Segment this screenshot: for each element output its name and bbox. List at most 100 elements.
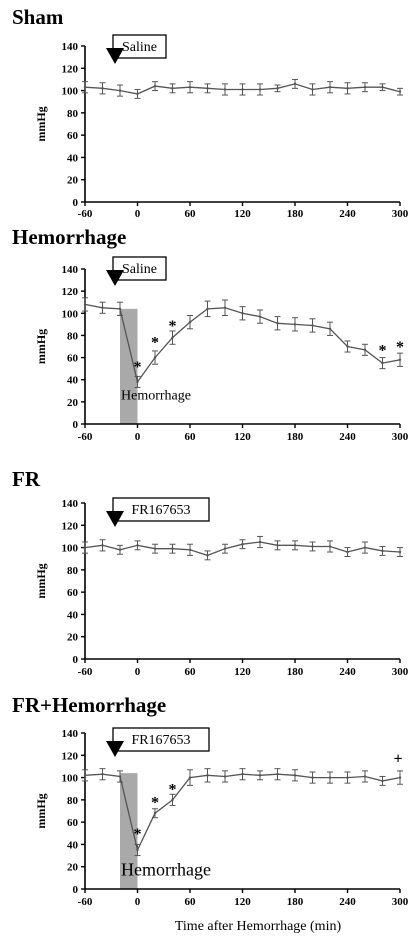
data-point <box>311 545 314 548</box>
y-axis-label: mmHg <box>34 329 48 364</box>
x-tick-label: 240 <box>339 208 356 220</box>
data-point <box>381 779 384 783</box>
data-point <box>293 774 297 777</box>
y-tick-label: 0 <box>73 197 79 209</box>
data-point <box>328 776 332 779</box>
data-point <box>171 336 174 339</box>
y-axis-label: mmHg <box>34 563 48 598</box>
data-point <box>276 322 279 325</box>
data-point <box>153 547 157 550</box>
data-point <box>153 812 157 815</box>
data-point <box>188 548 192 551</box>
data-point <box>381 549 384 553</box>
data-point <box>398 358 402 361</box>
x-axis-title: Time after Hemorrhage (min) <box>175 919 342 934</box>
data-point <box>101 544 104 547</box>
data-point <box>223 775 227 778</box>
y-tick-label: 120 <box>62 520 79 532</box>
data-point <box>346 345 349 348</box>
x-tick-label: 180 <box>287 666 304 678</box>
data-point <box>136 380 139 384</box>
x-tick-label: 300 <box>392 896 409 908</box>
significance-star: * <box>134 826 142 843</box>
significance-star: * <box>379 342 387 359</box>
data-point <box>83 303 87 306</box>
data-point <box>153 84 157 88</box>
x-tick-label: -60 <box>78 666 93 678</box>
y-tick-label: 60 <box>67 817 79 829</box>
injection-arrow <box>106 511 124 527</box>
data-point <box>223 306 227 309</box>
significance-star: * <box>169 318 177 335</box>
x-tick-label: 60 <box>185 666 197 678</box>
data-point <box>293 82 297 86</box>
y-tick-label: 60 <box>67 587 79 599</box>
data-point <box>346 776 349 779</box>
y-tick-label: 0 <box>73 884 79 896</box>
data-point <box>328 86 332 89</box>
significance-star: * <box>151 795 159 812</box>
data-point <box>118 89 122 92</box>
data-point <box>293 323 297 326</box>
hemorrhage-label: Hemorrhage <box>121 860 211 880</box>
data-point <box>206 774 209 777</box>
y-tick-label: 120 <box>62 63 79 75</box>
y-tick-label: 140 <box>62 498 79 510</box>
significance-star: * <box>151 335 159 352</box>
y-tick-label: 40 <box>67 375 79 387</box>
annotation-box <box>112 727 210 752</box>
data-point <box>118 307 122 311</box>
data-point <box>83 86 87 89</box>
x-tick-label: 120 <box>234 431 251 443</box>
data-point <box>363 775 367 778</box>
hemorrhage-label: Hemorrhage <box>121 389 191 404</box>
data-point <box>328 327 332 330</box>
data-point <box>241 543 244 546</box>
data-point <box>276 87 279 90</box>
injection-arrow <box>106 741 124 757</box>
data-point <box>311 88 314 91</box>
y-tick-label: 20 <box>67 175 79 187</box>
data-point <box>223 88 227 91</box>
annotation-label: Saline <box>122 40 157 55</box>
y-axis-label: mmHg <box>34 106 48 141</box>
y-tick-label: 100 <box>62 543 79 555</box>
data-point <box>171 798 174 802</box>
significance-star: * <box>396 339 404 356</box>
significance-star: * <box>134 359 142 376</box>
data-point <box>206 554 209 557</box>
data-point <box>83 546 87 549</box>
hemorrhage-shaded-bar <box>120 308 138 424</box>
data-point <box>328 545 332 548</box>
data-point <box>206 307 209 311</box>
data-point <box>276 773 279 776</box>
data-point <box>398 550 402 554</box>
x-tick-label: -60 <box>78 431 93 443</box>
annotation-label: FR167653 <box>131 733 190 748</box>
y-tick-label: 20 <box>67 397 79 409</box>
data-point <box>241 88 244 91</box>
y-tick-label: 80 <box>67 330 79 342</box>
significance-cross: + <box>393 751 402 768</box>
data-point <box>101 87 104 90</box>
annotation-label: Saline <box>122 262 157 277</box>
x-tick-label: 240 <box>339 431 356 443</box>
data-point <box>171 547 174 550</box>
data-point <box>258 540 262 544</box>
data-point <box>136 544 139 547</box>
x-tick-label: 0 <box>135 431 141 443</box>
annotation-box <box>112 497 210 522</box>
data-point <box>136 92 139 96</box>
data-point <box>363 348 367 352</box>
x-tick-label: 0 <box>135 896 141 908</box>
data-point <box>223 547 227 550</box>
data-point <box>363 86 367 89</box>
data-point <box>188 86 192 89</box>
y-tick-label: 0 <box>73 654 79 666</box>
x-tick-label: 180 <box>287 896 304 908</box>
x-tick-label: 180 <box>287 208 304 220</box>
